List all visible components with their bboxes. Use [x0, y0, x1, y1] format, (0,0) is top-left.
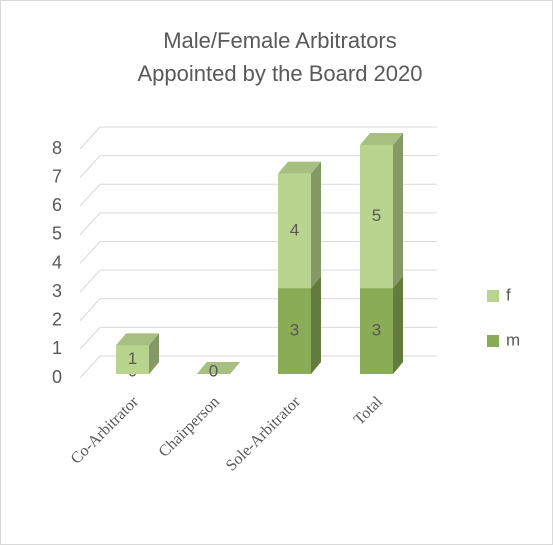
y-tick-label: 3: [52, 281, 62, 301]
bar-segment: [360, 133, 403, 289]
data-label: 3: [290, 321, 299, 340]
bar-top: [278, 161, 321, 174]
bar-front: [360, 288, 393, 374]
grid-line: [79, 298, 101, 322]
data-label: 4: [290, 220, 299, 239]
y-tick-label: 2: [52, 310, 62, 330]
bar-side: [311, 276, 321, 374]
bar-segment: [278, 276, 321, 374]
grid-line: [79, 269, 101, 293]
y-tick-label: 7: [52, 166, 62, 186]
grid-line: [79, 241, 101, 264]
bar-front: [360, 145, 393, 289]
grid-line: [79, 126, 101, 150]
bar-front: [278, 173, 311, 289]
data-label: 3: [372, 321, 381, 340]
y-tick-label: 0: [52, 367, 62, 387]
bar-front: [116, 345, 149, 374]
bar-top: [197, 362, 240, 374]
data-label: 0: [209, 361, 218, 380]
bar-segment: [116, 333, 159, 374]
legend-swatch: [487, 335, 499, 347]
legend-label: f: [506, 285, 511, 304]
legend-swatch: [487, 290, 499, 302]
data-label: 5: [372, 206, 381, 225]
bar-side: [311, 161, 321, 289]
y-tick-label: 1: [52, 338, 62, 358]
grid-line: [79, 183, 101, 207]
bar-top: [116, 333, 159, 346]
y-tick-label: 6: [52, 195, 62, 215]
bar-segment: [278, 161, 321, 289]
bar-front: [278, 288, 311, 374]
legend-label: m: [506, 330, 520, 349]
y-tick-label: 8: [52, 138, 62, 158]
grid-line: [79, 155, 101, 178]
bar-segment: [197, 362, 240, 374]
y-tick-label: 4: [52, 252, 62, 272]
bar-top: [360, 133, 403, 145]
y-tick-label: 5: [52, 224, 62, 244]
data-label: 1: [128, 349, 137, 368]
bar-side: [393, 133, 403, 289]
bar-side: [393, 276, 403, 374]
grid-line: [79, 212, 101, 236]
bar-segment: [360, 276, 403, 374]
grid-line: [79, 355, 101, 379]
grid-line: [79, 327, 101, 350]
bar-side: [149, 333, 159, 374]
chart-title: Appointed by the Board 2020: [137, 61, 422, 86]
chart-title: Male/Female Arbitrators: [163, 28, 397, 53]
